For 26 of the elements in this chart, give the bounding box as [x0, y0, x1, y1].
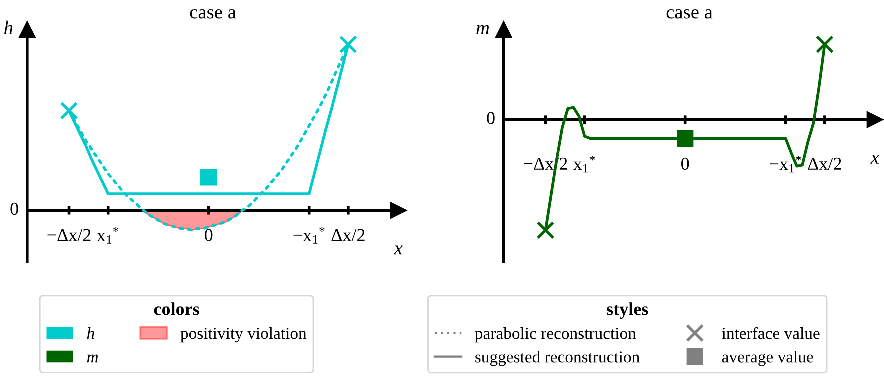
legend-label: parabolic reconstruction: [475, 328, 636, 343]
x-tick-label: 0: [682, 158, 690, 170]
chart-title: case a: [666, 9, 713, 19]
x-tick-label: Δx/2: [332, 229, 365, 242]
legend-label: suggested reconstruction: [476, 351, 640, 366]
legend-label: average value: [722, 351, 814, 366]
legend-title: colors: [154, 302, 200, 316]
x-tick-label: x$_{1}$$^{*}$: [574, 156, 596, 173]
x-tick-label: −x$_{1}$$^{*}$: [294, 227, 325, 244]
legend-title: styles: [607, 302, 648, 320]
x-tick-label: 0: [205, 229, 213, 242]
y-axis-title: m: [476, 25, 490, 34]
legend-label: m: [87, 354, 98, 363]
legend-label: h: [87, 327, 94, 340]
legend-label: interface value: [722, 327, 820, 340]
legend-label: positivity violation: [180, 327, 307, 343]
text: 0: [10, 202, 18, 216]
x-axis-title: x: [394, 246, 403, 255]
x-axis-title: x: [870, 154, 880, 164]
chart-title: case a: [190, 9, 236, 19]
x-tick-label: Δx/2: [808, 158, 842, 170]
x-tick-label: x$_{1}$$^{*}$: [97, 227, 119, 244]
x-tick-label: −Δx/2: [48, 229, 91, 242]
text: 0: [487, 112, 495, 124]
y-axis-title: h: [4, 20, 13, 34]
x-tick-label: −x$_{1}$$^{*}$: [770, 156, 802, 173]
